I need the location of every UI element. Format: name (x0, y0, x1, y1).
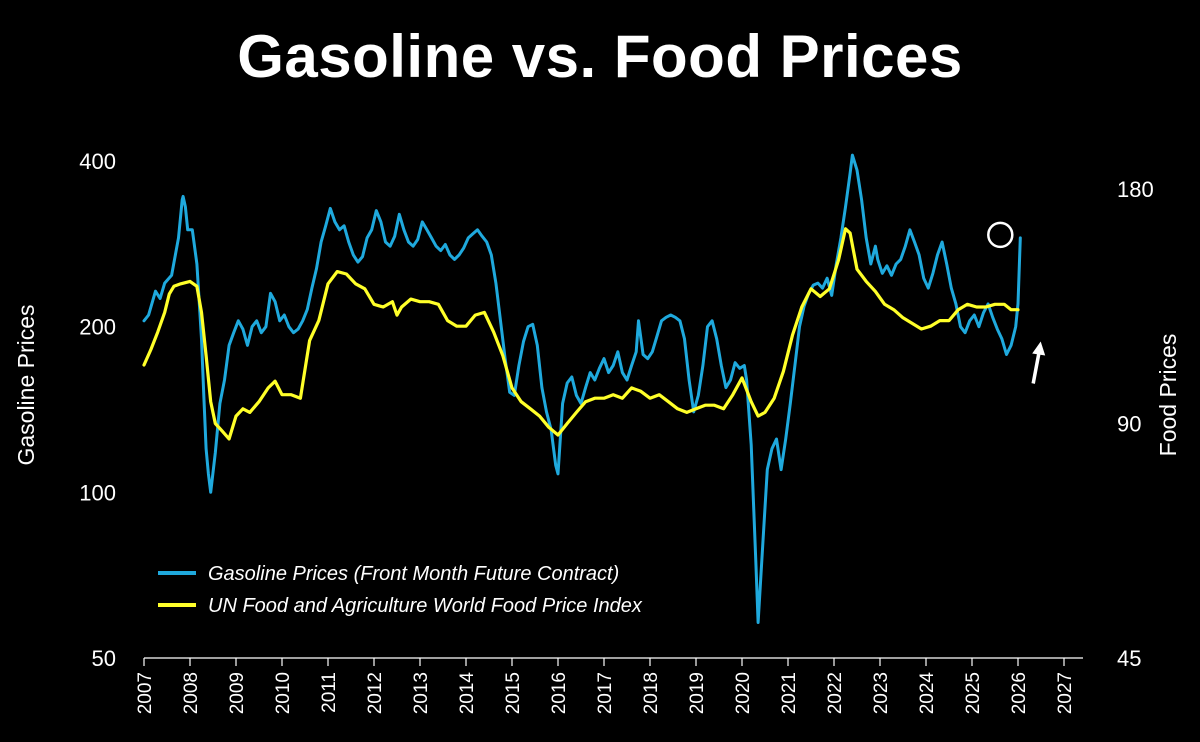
x-tick-label: 2026 (1009, 672, 1030, 714)
x-tick-label: 2024 (917, 672, 938, 715)
x-tick-label: 2021 (779, 672, 800, 714)
y-right-axis-title: Food Prices (1155, 334, 1181, 457)
arrow-up-icon (1032, 341, 1046, 356)
x-tick-label: 2025 (963, 672, 984, 714)
x-tick-label: 2010 (273, 672, 294, 714)
x-tick-label: 2023 (871, 672, 892, 714)
highlight-circle (987, 221, 1014, 249)
y-left-axis-ticks: 50 100 200 400 (79, 149, 116, 671)
y-right-tick-label: 45 (1117, 646, 1141, 671)
x-tick-label: 2027 (1055, 672, 1076, 714)
y-right-axis-ticks: 45 90 180 (1117, 177, 1154, 671)
x-tick-label: 2011 (319, 672, 340, 713)
x-tick-label: 2007 (135, 672, 156, 714)
arrow-shaft (1031, 351, 1041, 384)
y-right-tick-label: 180 (1117, 177, 1154, 202)
series-layer (142, 153, 1022, 624)
x-tick-label: 2013 (411, 672, 432, 714)
y-left-tick-label: 50 (92, 646, 116, 671)
x-axis-ticks: 2007 2008 2009 2010 2011 2012 2013 2014 2015 2016… (135, 658, 1076, 714)
x-tick-label: 2018 (641, 672, 662, 714)
x-tick-label: 2019 (687, 672, 708, 714)
x-tick-label: 2017 (595, 672, 616, 714)
gasoline-series-line (142, 153, 1022, 624)
x-tick-label: 2014 (457, 672, 478, 715)
x-tick-label: 2022 (825, 672, 846, 714)
x-tick-label: 2015 (503, 672, 524, 714)
legend: Gasoline Prices (Front Month Future Cont… (158, 563, 643, 617)
y-right-tick-label: 90 (1117, 412, 1141, 437)
y-left-tick-label: 100 (79, 480, 116, 505)
legend-label: UN Food and Agriculture World Food Price… (208, 595, 643, 617)
chart-title: Gasoline vs. Food Prices (237, 23, 963, 90)
annotations (987, 221, 1046, 384)
y-left-tick-label: 200 (79, 315, 116, 340)
x-tick-label: 2016 (549, 672, 570, 714)
x-tick-label: 2009 (227, 672, 248, 714)
y-left-tick-label: 400 (79, 149, 116, 174)
x-tick-label: 2020 (733, 672, 754, 714)
y-left-axis-title: Gasoline Prices (13, 304, 39, 465)
legend-label: Gasoline Prices (Front Month Future Cont… (208, 563, 619, 585)
x-tick-label: 2008 (181, 672, 202, 714)
x-tick-label: 2012 (365, 672, 386, 714)
food-series-line (142, 227, 1020, 441)
